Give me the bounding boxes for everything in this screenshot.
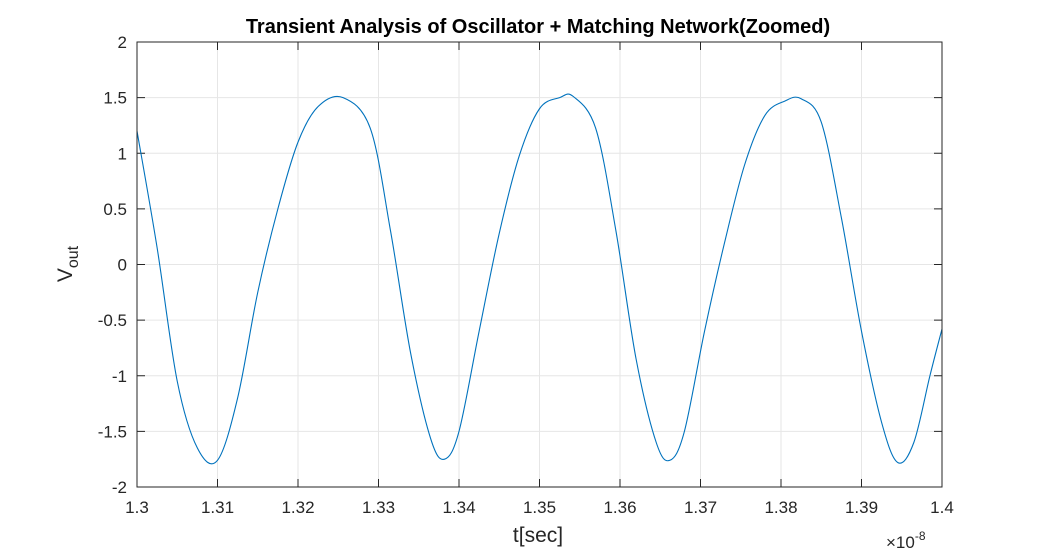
y-tick-label: -1 <box>112 367 127 386</box>
y-axis-label-subscript: out <box>65 245 82 268</box>
x-tick-label: 1.4 <box>930 498 954 517</box>
chart-title: Transient Analysis of Oscillator + Match… <box>246 16 830 38</box>
x-tick-label: 1.37 <box>684 498 717 517</box>
x-tick-label: 1.31 <box>201 498 234 517</box>
y-axis-label: Vout <box>54 245 82 282</box>
x-tick-label: 1.38 <box>764 498 797 517</box>
axes-border <box>136 41 943 488</box>
x-tick-label: 1.34 <box>442 498 475 517</box>
y-tick-label: -2 <box>112 478 127 497</box>
y-axis-label-main: V <box>54 268 77 282</box>
y-tick-label: 2 <box>118 33 127 52</box>
x-axis-exponent: ×10-8 <box>886 529 926 552</box>
y-tick-label: 1 <box>118 144 127 163</box>
x-tick-label: 1.32 <box>281 498 314 517</box>
tick-layer: 1.3 1.31 1.32 1.33 1.34 1.35 1.36 1.37 1.38 1.39 1… <box>98 33 954 517</box>
series-layer <box>136 93 943 465</box>
y-tick-label: 0 <box>118 256 127 275</box>
x-tick-label: 1.33 <box>362 498 395 517</box>
x-tick-label: 1.36 <box>603 498 636 517</box>
y-tick-label: 0.5 <box>103 200 127 219</box>
y-tick-label: 1.5 <box>103 89 127 108</box>
y-tick-label: -1.5 <box>98 422 127 441</box>
vout-series-line <box>136 93 943 465</box>
axes-frame <box>136 41 943 488</box>
x-tick-label: 1.35 <box>523 498 556 517</box>
x-tick-label: 1.3 <box>125 498 149 517</box>
y-tick-label: -0.5 <box>98 311 127 330</box>
x-axis-exponent-base: ×10 <box>886 533 915 552</box>
x-axis-exponent-power: -8 <box>915 529 926 543</box>
x-axis-label: t[sec] <box>513 524 563 547</box>
x-tick-label: 1.39 <box>845 498 878 517</box>
